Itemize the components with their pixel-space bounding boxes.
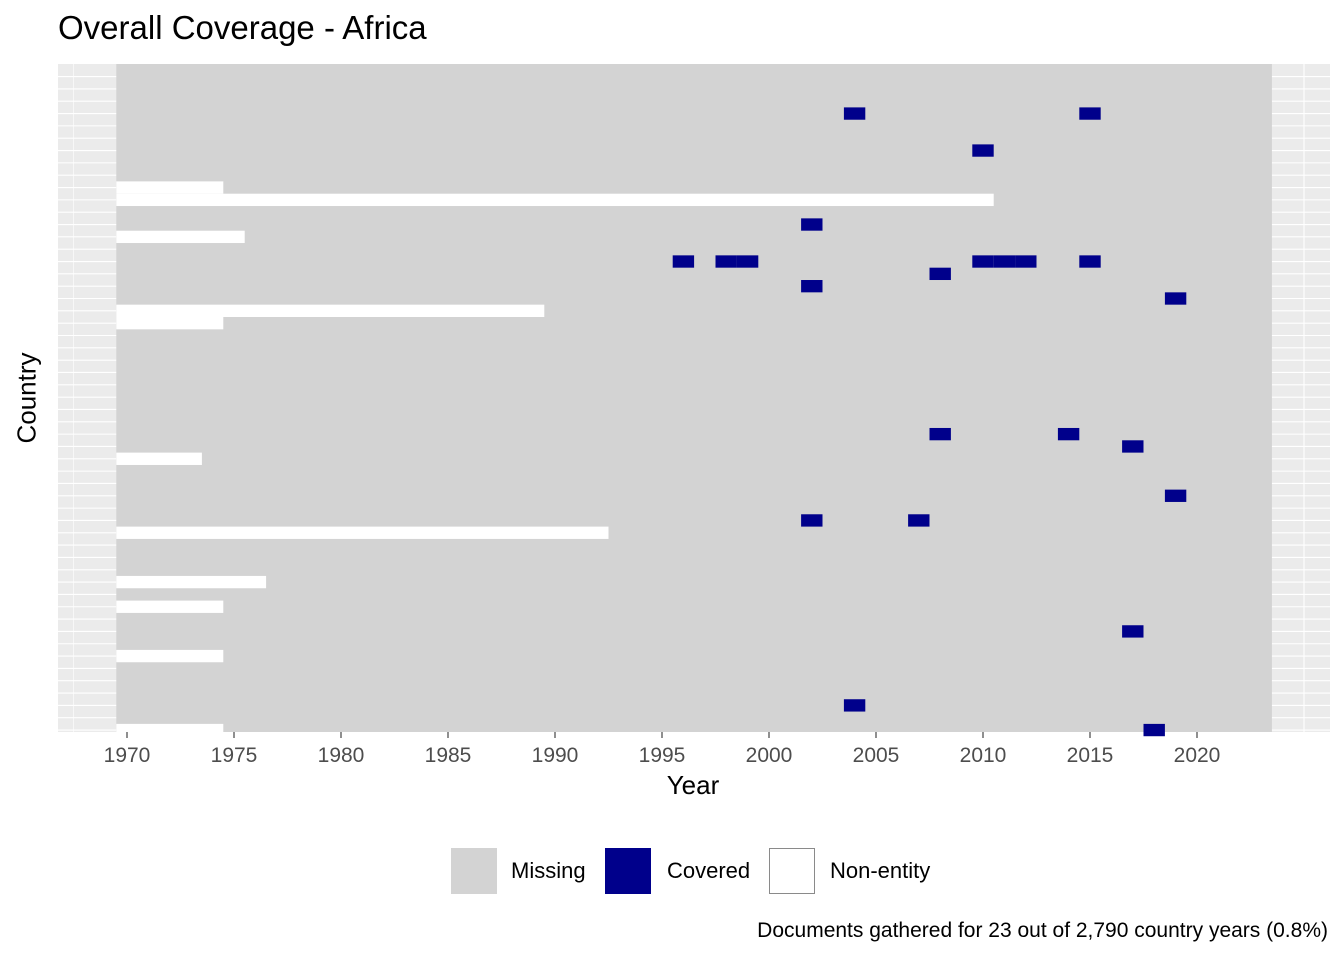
x-tick-label: 2010 (959, 744, 1007, 767)
covered-tile (1122, 440, 1144, 453)
x-tick-label: 2020 (1173, 744, 1221, 767)
covered-tile (1143, 723, 1165, 737)
non-entity-tile (116, 317, 224, 330)
legend-key-missing (451, 848, 497, 894)
covered-tile (715, 255, 737, 268)
covered-tile (843, 699, 866, 712)
covered-tile (929, 427, 951, 441)
x-tick-label: 1975 (210, 744, 258, 767)
non-entity-tile (116, 649, 224, 663)
covered-tile (672, 255, 695, 268)
x-tick-label: 2000 (745, 744, 793, 767)
x-tick-label: 1990 (531, 744, 579, 767)
x-tick-label: 2015 (1066, 744, 1114, 767)
covered-tile (1079, 107, 1101, 120)
non-entity-tile (116, 304, 545, 317)
covered-tile (1057, 427, 1080, 441)
covered-tile (972, 255, 994, 268)
covered-tile (843, 107, 866, 120)
covered-tile (1079, 255, 1101, 268)
covered-tile (929, 267, 951, 281)
covered-tile (972, 144, 994, 157)
non-entity-tile (116, 193, 994, 207)
x-tick-label: 2005 (852, 744, 900, 767)
x-tick-label: 1980 (317, 744, 365, 767)
non-entity-tile (116, 526, 609, 539)
non-entity-tile (116, 723, 224, 737)
non-entity-tile (116, 575, 267, 589)
non-entity-tile (116, 181, 224, 194)
covered-tile (908, 514, 930, 527)
non-entity-tile (116, 452, 202, 465)
legend-label-non-entity: Non-entity (830, 858, 931, 883)
covered-tile (1164, 292, 1187, 305)
covered-tile (801, 218, 823, 231)
chart-caption: Documents gathered for 23 out of 2,790 c… (757, 919, 1328, 942)
x-tick-label: 1970 (103, 744, 151, 767)
y-axis-label: Country (11, 352, 42, 444)
covered-tile (1122, 625, 1144, 638)
legend-key-non-entity (769, 848, 815, 894)
x-tick-label: 1995 (638, 744, 686, 767)
covered-tile (1015, 255, 1037, 268)
missing-area (116, 64, 1272, 732)
covered-tile (993, 255, 1016, 268)
covered-tile (1164, 489, 1187, 502)
chart-title: Overall Coverage - Africa (58, 9, 427, 46)
covered-tile (736, 255, 759, 268)
x-tick-label: 1985 (424, 744, 472, 767)
legend-label-missing: Missing (511, 858, 586, 883)
legend-label-covered: Covered (667, 858, 751, 883)
x-axis-label: Year (666, 770, 720, 800)
legend-key-covered (605, 848, 651, 894)
covered-tile (801, 514, 823, 527)
covered-tile (801, 280, 823, 293)
non-entity-tile (116, 600, 224, 613)
non-entity-tile (116, 230, 245, 244)
